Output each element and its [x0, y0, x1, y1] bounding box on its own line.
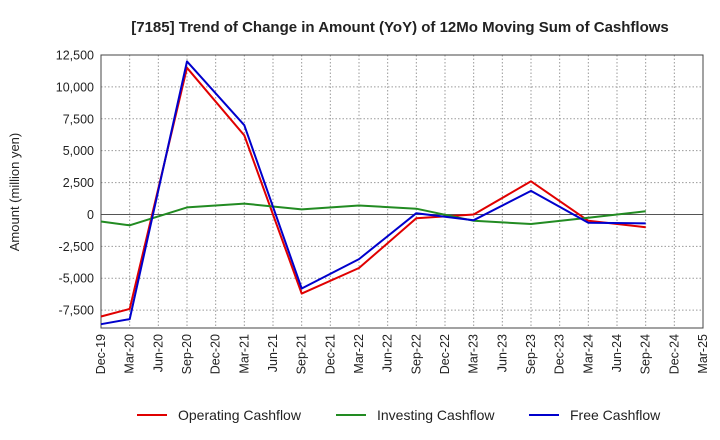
x-tick-label: Mar-21 — [237, 334, 251, 374]
x-tick-label: Dec-20 — [209, 334, 223, 374]
chart-title: [7185] Trend of Change in Amount (YoY) o… — [131, 19, 669, 36]
x-tick-label: Jun-23 — [495, 334, 509, 372]
y-tick-label: 7,500 — [63, 112, 94, 126]
x-tick-label: Jun-20 — [151, 334, 165, 372]
x-tick-label: Sep-22 — [409, 334, 423, 374]
x-tick-label: Jun-24 — [610, 334, 624, 372]
x-tick-label: Mar-20 — [123, 334, 137, 374]
x-tick-label: Dec-23 — [553, 334, 567, 374]
y-tick-label: 5,000 — [63, 144, 94, 158]
x-tick-label: Sep-20 — [180, 334, 194, 374]
y-axis-label: Amount (million yen) — [7, 133, 22, 252]
x-tick-label: Dec-19 — [94, 334, 108, 374]
x-tick-label: Sep-21 — [295, 334, 309, 374]
y-tick-label: 0 — [87, 208, 94, 222]
y-tick-label: -5,000 — [59, 272, 94, 286]
x-tick-label: Dec-22 — [438, 334, 452, 374]
x-tick-label: Jun-21 — [266, 334, 280, 372]
legend-label-investing-cashflow: Investing Cashflow — [377, 407, 495, 423]
y-tick-label: -2,500 — [59, 240, 94, 254]
y-tick-label: -7,500 — [59, 304, 94, 318]
x-tick-label: Jun-22 — [381, 334, 395, 372]
x-tick-label: Mar-24 — [581, 334, 595, 374]
series-line-operating-cashflow — [100, 66, 646, 318]
grid-layer — [101, 54, 703, 328]
x-tick-label: Dec-21 — [323, 334, 337, 374]
axis-layer: Dec-19 Mar-20 Jun-20 Sep-20 Dec-20 Mar-21 Jun-… — [56, 49, 710, 375]
y-tick-label: 2,500 — [63, 176, 94, 190]
series-layer — [100, 60, 646, 326]
legend-label-free-cashflow: Free Cashflow — [570, 407, 661, 423]
x-tick-label: Mar-23 — [467, 334, 481, 374]
legend-label-operating-cashflow: Operating Cashflow — [178, 407, 302, 423]
series-line-investing-cashflow — [100, 202, 646, 227]
x-tick-label: Dec-24 — [667, 334, 681, 374]
x-tick-label: Sep-23 — [524, 334, 538, 374]
y-tick-label: 10,000 — [56, 80, 94, 94]
x-tick-label: Mar-22 — [352, 334, 366, 374]
series-line-free-cashflow — [100, 60, 646, 326]
plot-frame — [100, 54, 704, 329]
x-tick-label: Mar-25 — [696, 334, 710, 374]
x-tick-label: Sep-24 — [639, 334, 653, 374]
legend: Operating Cashflow Investing Cashflow Free… — [137, 407, 661, 423]
y-tick-label: 12,500 — [56, 49, 94, 63]
